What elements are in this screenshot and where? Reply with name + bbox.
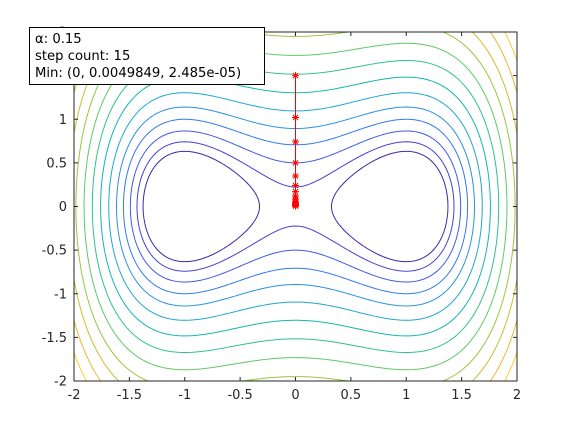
- path-marker: [292, 172, 299, 180]
- path-marker: [292, 159, 299, 167]
- path-marker: [292, 114, 299, 122]
- x-tick-label: -2: [68, 388, 81, 403]
- step-count-text: step count: 15: [35, 49, 131, 64]
- y-tick-label: 0: [59, 200, 67, 215]
- path-marker: [292, 188, 299, 196]
- info-box: α: 0.15 step count: 15 Min: (0, 0.004984…: [29, 27, 265, 85]
- contour-level-2: [129, 130, 462, 283]
- y-tick-label: 1: [59, 113, 67, 128]
- min-text: Min: (0, 0.0049849, 2.485e-05): [35, 66, 242, 81]
- x-tick-label: -0.5: [227, 388, 252, 403]
- y-tick-label: -1.5: [42, 331, 67, 346]
- path-marker: [292, 138, 299, 146]
- contour-level-1: [136, 141, 455, 272]
- x-tick-label: -1: [178, 388, 191, 403]
- contour-level-5: [108, 92, 483, 321]
- alpha-text: α: 0.15: [35, 32, 82, 47]
- y-tick-label: -1: [54, 287, 67, 302]
- path-marker: [292, 202, 299, 210]
- contour-level-0: [142, 150, 449, 263]
- contour-level-3: [122, 118, 469, 295]
- path-marker: [292, 72, 299, 80]
- y-tick-label: -2: [54, 375, 67, 390]
- contour-level-4: [116, 106, 475, 307]
- path-marker: [292, 182, 299, 190]
- x-tick-label: 1.5: [451, 388, 472, 403]
- x-tick-label: -1.5: [117, 388, 142, 403]
- x-tick-label: 1: [402, 388, 410, 403]
- x-tick-label: 0: [291, 388, 299, 403]
- y-tick-label: -0.5: [42, 244, 67, 259]
- descent-path: [292, 72, 299, 210]
- x-tick-label: 0.5: [341, 388, 362, 403]
- y-tick-label: 0.5: [46, 156, 67, 171]
- x-tick-label: 2: [513, 388, 521, 403]
- contour-level-6: [100, 76, 491, 337]
- contour-level-9: [75, 32, 516, 381]
- axis-ticks: [73, 31, 518, 382]
